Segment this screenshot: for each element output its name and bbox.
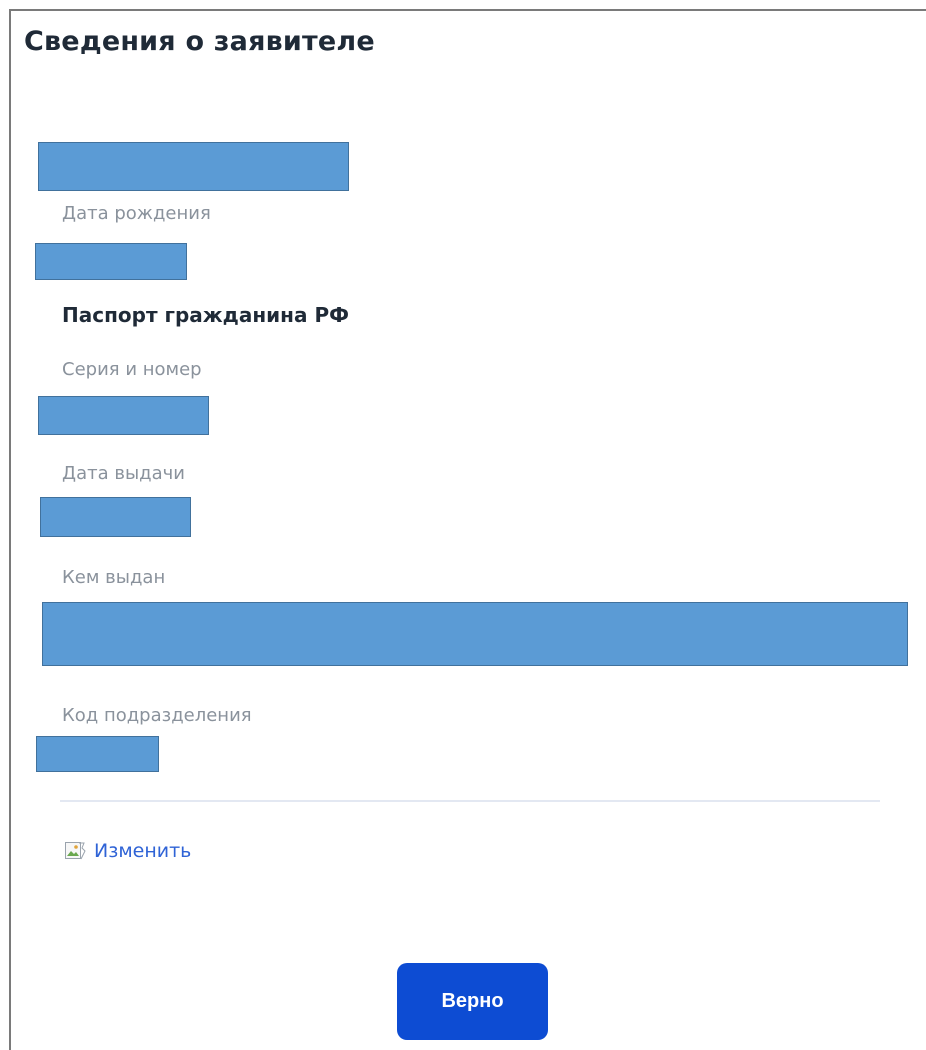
change-link-label[interactable]: Изменить [94, 840, 192, 862]
issue-date-redacted [40, 497, 191, 537]
division-code-label: Код подразделения [62, 705, 252, 726]
issued-by-redacted [42, 602, 908, 666]
page-title: Сведения о заявителе [24, 26, 375, 57]
divider [60, 800, 880, 802]
series-number-label: Серия и номер [62, 359, 202, 380]
broken-image-icon [64, 840, 86, 862]
confirm-button[interactable]: Верно [397, 963, 548, 1040]
issued-by-label: Кем выдан [62, 567, 166, 588]
issue-date-label: Дата выдачи [62, 463, 185, 484]
birth-date-label: Дата рождения [62, 203, 211, 224]
birth-date-redacted [35, 243, 187, 280]
series-number-redacted [38, 396, 209, 435]
passport-section-title: Паспорт гражданина РФ [62, 303, 349, 327]
division-code-redacted [36, 736, 159, 772]
full-name-redacted [38, 142, 349, 191]
change-link[interactable]: Изменить [64, 840, 191, 862]
